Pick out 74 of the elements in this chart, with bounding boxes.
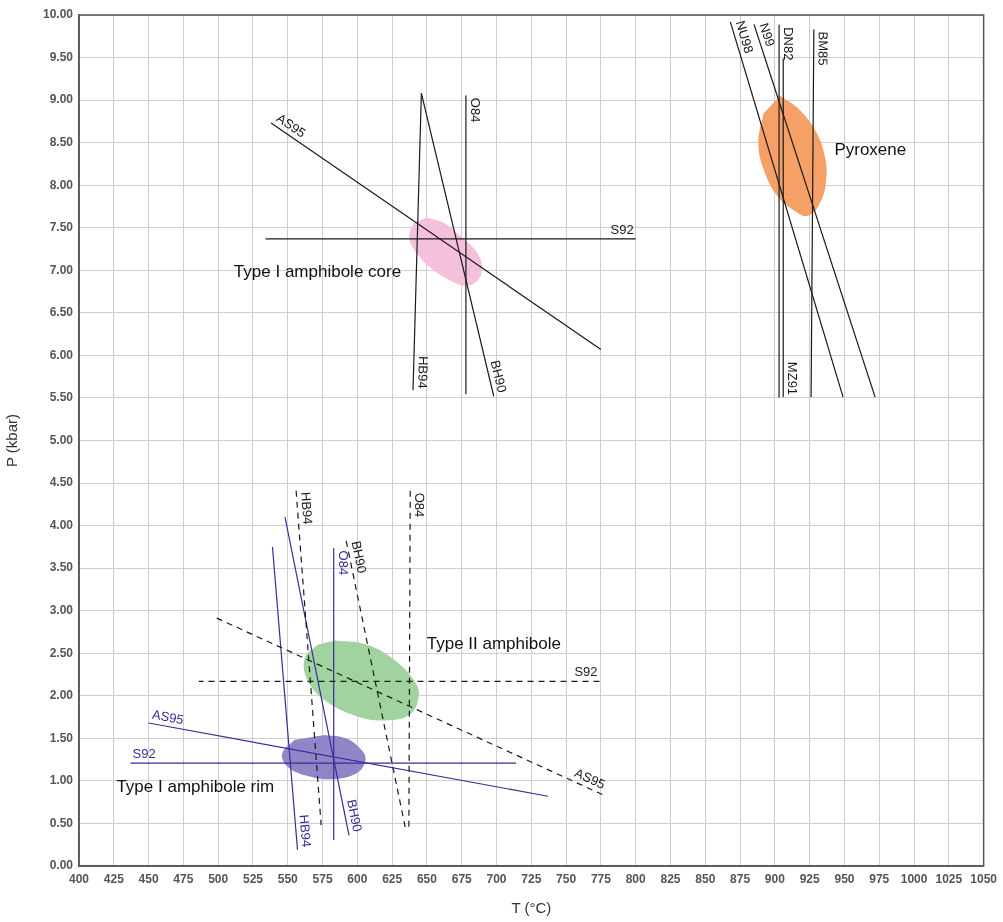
text: DN82	[780, 27, 796, 61]
x-tick-label: 850	[695, 871, 716, 886]
y-tick-label: 1.00	[49, 773, 74, 788]
x-tick-label: 650	[416, 871, 438, 886]
y-tick-label: 5.50	[49, 390, 74, 405]
y-tick-label: 8.00	[49, 177, 74, 192]
series-label: S92	[574, 664, 598, 680]
y-tick-label: 4.00	[49, 517, 74, 532]
y-tick-label: 3.50	[49, 560, 74, 575]
y-tick-label: 3.00	[49, 603, 74, 618]
x-tick-label: 625	[382, 871, 403, 886]
x-tick-label: 1000	[900, 871, 928, 886]
y-tick-label: 1.50	[49, 730, 74, 745]
x-tick-label: 550	[277, 871, 299, 886]
x-tick-label: 950	[834, 871, 855, 886]
x-tick-label: 800	[625, 871, 647, 886]
y-tick-label: 0.50	[49, 815, 74, 830]
text: NU98	[732, 18, 757, 55]
series-label: S92	[610, 221, 634, 237]
x-tick-label: 450	[138, 871, 159, 886]
y-tick-label: 2.50	[49, 645, 74, 660]
text: AS95	[273, 110, 309, 141]
text: BH90	[487, 358, 510, 394]
text: HB94	[298, 491, 316, 525]
x-tick-label: 700	[486, 871, 507, 886]
x-tick-label: 750	[556, 871, 577, 886]
y-tick-label: 9.00	[49, 92, 74, 107]
x-tick-label: 1025	[935, 871, 963, 886]
text: AS95	[572, 765, 608, 792]
text: HB94	[415, 355, 431, 389]
x-tick-label: 975	[869, 871, 890, 886]
y-tick-label: 9.50	[49, 49, 74, 64]
y-tick-label: 2.00	[49, 688, 74, 703]
x-tick-label: 1050	[970, 871, 998, 886]
text: O84	[412, 492, 428, 518]
x-axis-title: T (°C)	[511, 899, 552, 917]
y-tick-label: 10.00	[42, 7, 74, 22]
y-tick-label: 7.50	[49, 220, 74, 235]
x-tick-label: 900	[764, 871, 786, 886]
x-tick-label: 400	[68, 871, 90, 886]
text: MZ91	[785, 361, 801, 396]
x-tick-label: 475	[173, 871, 194, 886]
text: BM85	[815, 31, 831, 66]
x-tick-label: 500	[208, 871, 229, 886]
y-tick-label: 7.00	[49, 262, 74, 277]
annotation: Type I amphibole rim	[116, 776, 275, 796]
x-tick-label: 925	[799, 871, 821, 886]
x-tick-label: 525	[242, 871, 264, 886]
y-tick-label: 4.50	[49, 475, 74, 490]
text: BH90	[348, 539, 370, 575]
x-tick-label: 875	[730, 871, 751, 886]
x-tick-label: 675	[451, 871, 473, 886]
y-tick-label: 6.00	[49, 347, 74, 362]
y-tick-label: 8.50	[49, 134, 74, 149]
x-tick-label: 775	[590, 871, 612, 886]
y-tick-label: 5.00	[49, 432, 74, 447]
annotation: Type II amphibole	[426, 634, 561, 654]
x-tick-label: 575	[312, 871, 333, 886]
text: O84	[335, 550, 351, 576]
x-tick-label: 600	[347, 871, 368, 886]
text: HB94	[296, 814, 315, 848]
annotation: Type I amphibole core	[233, 261, 402, 281]
text: O84	[467, 97, 483, 123]
y-axis-title: P (kbar)	[3, 413, 21, 468]
y-tick-label: 0.00	[49, 858, 74, 873]
text: BH90	[344, 798, 366, 834]
x-tick-label: 425	[103, 871, 125, 886]
series-label: S92	[132, 746, 156, 762]
text: N99	[756, 21, 779, 49]
x-tick-label: 725	[521, 871, 542, 886]
y-tick-label: 6.50	[49, 305, 74, 320]
x-tick-label: 825	[660, 871, 681, 886]
annotation: Pyroxene	[834, 139, 907, 159]
text: AS95	[150, 706, 185, 728]
